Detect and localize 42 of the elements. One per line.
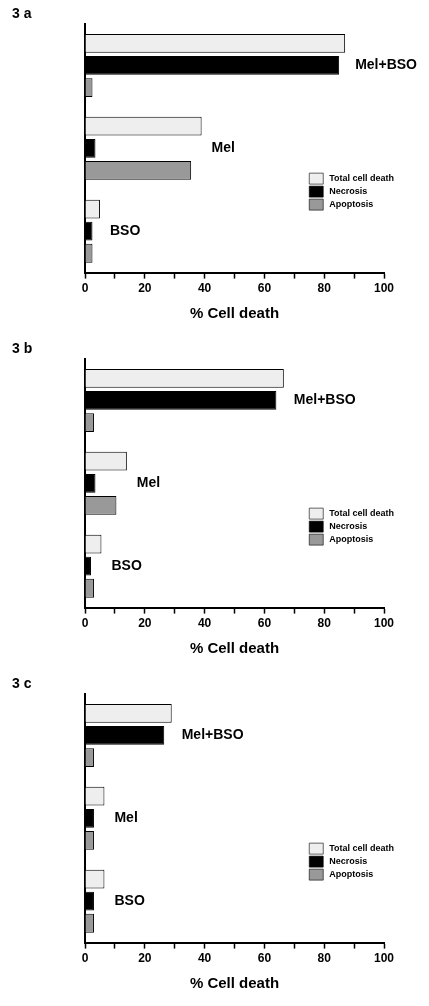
y-tick-label: BSO xyxy=(111,557,142,574)
x-tick-label: 20 xyxy=(138,951,152,966)
x-tick-label: 60 xyxy=(257,281,272,296)
x-tick-label: 80 xyxy=(317,951,332,966)
legend-label: Total cell death xyxy=(329,842,395,853)
x-tick-label: 60 xyxy=(257,951,272,966)
x-tick-label: 0 xyxy=(81,951,89,966)
legend-label: Total cell death xyxy=(329,172,395,183)
legend-label: Necrosis xyxy=(329,520,368,531)
x-tick-label: 40 xyxy=(197,616,212,631)
y-tick-label: Mel+BSO xyxy=(355,56,418,73)
x-tick-label: 80 xyxy=(317,281,332,296)
x-tick-label: 60 xyxy=(257,616,272,631)
legend-label: Total cell death xyxy=(329,507,395,518)
chart-title: 3 b xyxy=(12,339,33,356)
y-tick-label: Mel+BSO xyxy=(293,391,356,408)
x-tick-label: 40 xyxy=(197,281,212,296)
x-axis-title: % Cell death xyxy=(189,304,280,322)
x-tick-label: 40 xyxy=(197,951,212,966)
chart-title: 3 a xyxy=(12,4,32,21)
legend-label: Necrosis xyxy=(329,855,368,866)
x-tick-label: 0 xyxy=(81,281,89,296)
legend-label: Apoptosis xyxy=(329,533,374,544)
x-tick-label: 20 xyxy=(138,281,152,296)
x-tick-label: 100 xyxy=(373,951,395,966)
y-tick-label: BSO xyxy=(114,892,145,909)
chart-title: 3 c xyxy=(12,674,32,691)
y-tick-label: Mel xyxy=(114,809,138,826)
y-tick-label: Mel+BSO xyxy=(181,726,244,743)
legend-label: Necrosis xyxy=(329,185,368,196)
x-tick-label: 100 xyxy=(373,616,395,631)
y-tick-label: Mel xyxy=(136,474,161,491)
legend-label: Apoptosis xyxy=(329,868,374,879)
y-tick-label: Mel xyxy=(211,139,235,156)
y-tick-label: BSO xyxy=(109,222,141,239)
x-tick-label: 80 xyxy=(317,616,332,631)
legend-label: Apoptosis xyxy=(329,198,374,209)
x-tick-label: 0 xyxy=(81,616,89,631)
x-axis-title: % Cell death xyxy=(189,639,280,657)
x-axis-title: % Cell death xyxy=(189,974,280,992)
x-tick-label: 20 xyxy=(138,616,152,631)
x-tick-label: 100 xyxy=(373,281,395,296)
